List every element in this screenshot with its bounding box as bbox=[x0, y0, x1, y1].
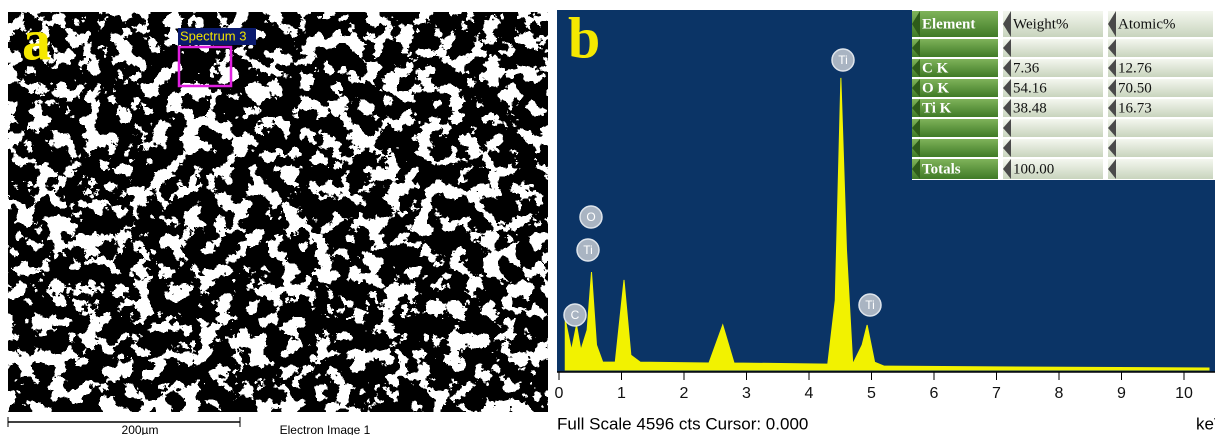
table-cell bbox=[912, 159, 998, 179]
x-tick-label: 0 bbox=[555, 385, 564, 402]
cell-arrow bbox=[1003, 159, 1011, 179]
cell-arrow bbox=[1003, 139, 1011, 157]
table-text: 100.00 bbox=[1013, 161, 1054, 177]
spectrum bbox=[564, 77, 1210, 371]
x-tick-label: 1 bbox=[617, 385, 626, 402]
cell-arrow bbox=[1108, 39, 1116, 57]
cell-arrow bbox=[1108, 79, 1116, 97]
x-tick-label: 8 bbox=[1055, 385, 1064, 402]
table-header: Element bbox=[922, 16, 975, 32]
cell-arrow bbox=[1003, 59, 1011, 77]
table-cell bbox=[1108, 79, 1213, 97]
panel-label: a bbox=[22, 7, 51, 72]
footer: Full Scale 4596 cts Cursor: 0.000 bbox=[557, 414, 808, 433]
table-cell bbox=[1003, 11, 1103, 37]
cell-arrow bbox=[1108, 139, 1116, 157]
table-cell bbox=[912, 79, 998, 97]
table-text: C K bbox=[922, 60, 949, 76]
cell-arrow bbox=[1108, 11, 1116, 37]
peak-label: Ti bbox=[838, 53, 848, 67]
peak-label: O bbox=[586, 210, 595, 224]
table-cell bbox=[1108, 59, 1213, 77]
x-tick-label: 6 bbox=[930, 385, 939, 402]
table-cell bbox=[1108, 11, 1213, 37]
cell-arrow bbox=[1003, 39, 1011, 57]
results-table: Element Weight% Atomic% C K 7.36 12.76 O K 54.1… bbox=[912, 10, 1215, 180]
table-text: 16.73 bbox=[1118, 100, 1152, 116]
panel-label: b bbox=[568, 5, 600, 70]
table-cell bbox=[912, 11, 998, 37]
table-text: 7.36 bbox=[1013, 60, 1040, 76]
cell-arrow bbox=[912, 119, 920, 137]
cell-arrow bbox=[912, 59, 920, 77]
table-cell bbox=[1108, 139, 1213, 157]
cell-arrow bbox=[912, 159, 920, 179]
sem-image bbox=[8, 12, 548, 412]
cell-arrow bbox=[912, 39, 920, 57]
table-cell bbox=[1108, 39, 1213, 57]
peak-badge bbox=[858, 293, 882, 317]
x-tick-label: 2 bbox=[680, 385, 689, 402]
table-text: 38.48 bbox=[1013, 100, 1047, 116]
table-cell bbox=[1108, 159, 1213, 179]
table-cell bbox=[912, 99, 998, 117]
x-tick-label: 4 bbox=[805, 385, 814, 402]
peak-label: Ti bbox=[583, 243, 593, 257]
table-cell bbox=[1003, 39, 1103, 57]
cell-arrow bbox=[912, 139, 920, 157]
table-cell bbox=[912, 39, 998, 57]
cell-arrow bbox=[1003, 119, 1011, 137]
table-cell bbox=[1108, 119, 1213, 137]
cell-arrow bbox=[1003, 79, 1011, 97]
peak-label: C bbox=[571, 308, 580, 322]
table-text: 12.76 bbox=[1118, 60, 1152, 76]
table-cell bbox=[1108, 99, 1213, 117]
cell-arrow bbox=[1108, 119, 1116, 137]
table-cell bbox=[1003, 119, 1103, 137]
cell-arrow bbox=[1003, 11, 1011, 37]
spectrum-layer: C O Ti Ti Ti bbox=[563, 48, 1210, 371]
table-cell bbox=[912, 139, 998, 157]
table-text: O K bbox=[922, 80, 949, 96]
peak-badge bbox=[579, 205, 603, 229]
x-tick-label: 5 bbox=[867, 385, 876, 402]
table-header: Atomic% bbox=[1118, 16, 1176, 32]
table-cell bbox=[912, 59, 998, 77]
peak-label: Ti bbox=[865, 298, 875, 312]
table-text: Ti K bbox=[922, 100, 952, 116]
table-text: 70.50 bbox=[1118, 80, 1152, 96]
spectrum-box bbox=[177, 45, 233, 88]
table-text: Totals bbox=[922, 161, 961, 177]
peak-badge bbox=[831, 48, 855, 72]
table-cell bbox=[1003, 99, 1103, 117]
x-tick-label: 3 bbox=[742, 385, 751, 402]
x-tick-label: 9 bbox=[1117, 385, 1126, 402]
cell-arrow bbox=[912, 11, 920, 37]
cell-arrow bbox=[1108, 59, 1116, 77]
image-name: Electron Image 1 bbox=[280, 423, 371, 435]
cell-arrow bbox=[1108, 159, 1116, 179]
table-cell bbox=[1003, 139, 1103, 157]
x-tick-label: 10 bbox=[1175, 385, 1193, 402]
table-cell bbox=[1003, 59, 1103, 77]
table-header: Weight% bbox=[1013, 16, 1068, 32]
table-text: 54.16 bbox=[1013, 80, 1047, 96]
box-label: Spectrum 3 bbox=[180, 28, 246, 43]
cell-arrow bbox=[1003, 99, 1011, 117]
table-cell bbox=[912, 119, 998, 137]
peak-badge bbox=[576, 238, 600, 262]
cell-arrow bbox=[912, 99, 920, 117]
cell-arrow bbox=[1108, 99, 1116, 117]
x-tick-label: 7 bbox=[992, 385, 1001, 402]
scale-bar-label: 200µm bbox=[122, 423, 159, 435]
x-axis-label: keV bbox=[1196, 414, 1215, 433]
cell-arrow bbox=[912, 79, 920, 97]
box-label-bg bbox=[178, 28, 256, 45]
table-cell bbox=[1003, 79, 1103, 97]
peak-badge bbox=[563, 303, 587, 327]
table-cell bbox=[1003, 159, 1103, 179]
